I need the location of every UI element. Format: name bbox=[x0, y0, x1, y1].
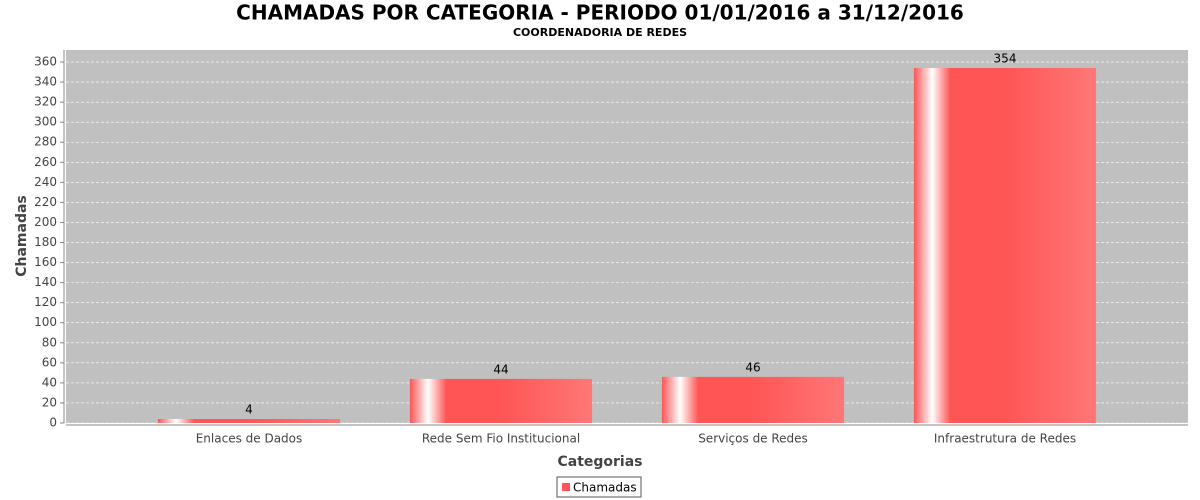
legend-swatch bbox=[562, 483, 570, 491]
y-tick-label: 60 bbox=[42, 355, 57, 369]
y-axis-label: Chamadas bbox=[14, 195, 30, 277]
x-tick-label: Infraestrutura de Redes bbox=[934, 432, 1076, 446]
y-tick-label: 320 bbox=[34, 95, 57, 109]
x-axis-label: Categorias bbox=[557, 454, 642, 470]
chart-subtitle: COORDENADORIA DE REDES bbox=[513, 26, 687, 39]
y-tick-label: 240 bbox=[34, 175, 57, 189]
y-tick-label: 0 bbox=[49, 416, 57, 430]
x-tick-label: Serviços de Redes bbox=[698, 432, 808, 446]
bar bbox=[157, 418, 341, 423]
bar bbox=[409, 378, 593, 423]
x-tick-label: Enlaces de Dados bbox=[196, 432, 303, 446]
chart-title: CHAMADAS POR CATEGORIA - PERIODO 01/01/2… bbox=[236, 1, 964, 25]
value-label: 46 bbox=[745, 360, 760, 374]
y-tick-label: 200 bbox=[34, 215, 57, 229]
legend-box bbox=[556, 476, 642, 498]
y-tick-label: 280 bbox=[34, 135, 57, 149]
y-tick-label: 40 bbox=[42, 375, 57, 389]
y-tick-label: 360 bbox=[34, 55, 57, 69]
y-tick-label: 180 bbox=[34, 235, 57, 249]
y-tick-label: 80 bbox=[42, 335, 57, 349]
value-label: 354 bbox=[994, 52, 1017, 66]
value-label: 44 bbox=[493, 362, 508, 376]
legend-label: Chamadas bbox=[573, 481, 637, 495]
y-tick-label: 120 bbox=[34, 295, 57, 309]
y-tick-label: 160 bbox=[34, 255, 57, 269]
y-tick-label: 100 bbox=[34, 315, 57, 329]
value-label: 4 bbox=[245, 402, 253, 416]
y-tick-label: 140 bbox=[34, 275, 57, 289]
y-tick-label: 20 bbox=[42, 395, 57, 409]
y-tick-label: 340 bbox=[34, 75, 57, 89]
y-tick-label: 260 bbox=[34, 155, 57, 169]
bar bbox=[661, 376, 845, 423]
bar bbox=[913, 68, 1097, 423]
x-tick-label: Rede Sem Fio Institucional bbox=[422, 432, 580, 446]
y-tick-label: 300 bbox=[34, 115, 57, 129]
y-tick-label: 220 bbox=[34, 195, 57, 209]
